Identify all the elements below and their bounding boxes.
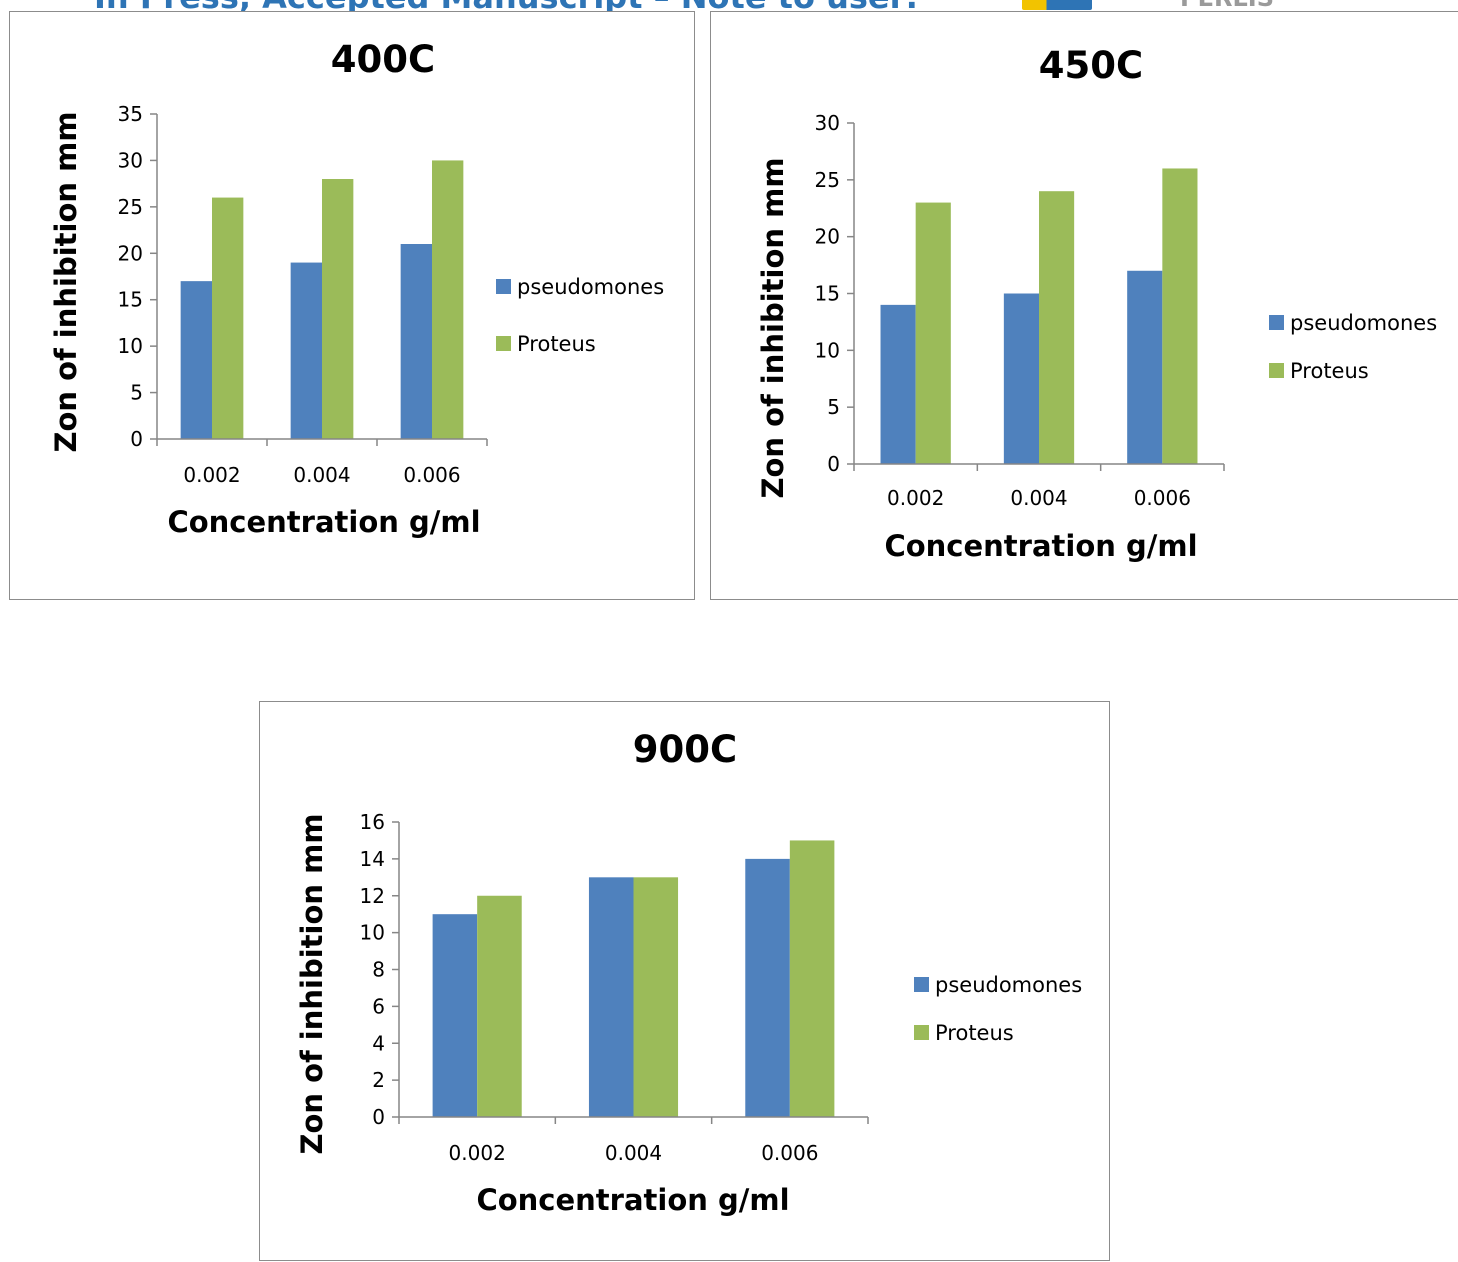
x-tick-label: 0.002 — [183, 463, 240, 487]
y-tick-label: 16 — [360, 810, 385, 834]
y-tick-label: 25 — [118, 195, 143, 219]
y-tick-label: 5 — [130, 381, 143, 405]
legend-swatch-proteus — [1269, 363, 1284, 378]
x-tick-label: 0.002 — [449, 1141, 506, 1165]
legend-label-pseudomones: pseudomones — [1290, 311, 1437, 335]
legend-swatch-proteus — [496, 336, 511, 351]
x-tick-label: 0.002 — [887, 486, 944, 510]
legend-label-proteus: Proteus — [517, 332, 596, 356]
y-tick-label: 2 — [372, 1068, 385, 1092]
y-tick-label: 10 — [360, 921, 385, 945]
chart-400c: 400C Zon of inhibition mm Concentration g/… — [49, 38, 664, 539]
bar-proteus-0.002 — [212, 197, 244, 439]
header-text: In Press, Accepted Manuscript – Note to … — [94, 0, 918, 12]
chart-title: 400C — [331, 38, 435, 81]
chart-panel-450c: 450C Zon of inhibition mm Concentration g/… — [710, 11, 1458, 600]
chart-panel-900c: 900C Zon of inhibition mm Concentration g/… — [259, 701, 1110, 1261]
y-tick-label: 15 — [118, 288, 143, 312]
bar-pseudomones-0.006 — [1127, 270, 1163, 464]
bar-pseudomones-0.004 — [290, 262, 322, 439]
y-tick-label: 20 — [118, 241, 143, 265]
y-tick-label: 35 — [118, 102, 143, 126]
y-tick-label: 6 — [372, 994, 385, 1018]
chart-title: 450C — [1039, 44, 1143, 87]
y-tick-label: 5 — [827, 395, 840, 419]
y-tick-label: 0 — [372, 1105, 385, 1129]
legend-label-pseudomones: pseudomones — [935, 973, 1082, 997]
y-tick-label: 20 — [815, 225, 840, 249]
bar-proteus-0.006 — [432, 160, 464, 439]
y-tick-label: 0 — [827, 452, 840, 476]
y-tick-label: 25 — [815, 168, 840, 192]
y-tick-label: 30 — [118, 148, 143, 172]
y-tick-label: 10 — [118, 334, 143, 358]
bar-proteus-0.002 — [477, 895, 522, 1117]
legend-swatch-pseudomones — [496, 279, 511, 294]
x-axis-label: Concentration g/ml — [476, 1183, 789, 1217]
chart-title: 900C — [633, 728, 737, 771]
y-tick-label: 8 — [372, 958, 385, 982]
x-tick-label: 0.004 — [605, 1141, 662, 1165]
chart-panel-400c: 400C Zon of inhibition mm Concentration g/… — [9, 11, 695, 600]
header-logo — [1022, 0, 1152, 10]
x-tick-label: 0.004 — [293, 463, 350, 487]
legend-label-pseudomones: pseudomones — [517, 275, 664, 299]
legend-swatch-pseudomones — [914, 977, 929, 992]
x-tick-label: 0.006 — [761, 1141, 818, 1165]
page-header: In Press, Accepted Manuscript – Note to … — [0, 0, 1458, 12]
header-right-text: PERLIS — [1180, 0, 1274, 12]
y-tick-label: 12 — [360, 884, 385, 908]
y-axis-label: Zon of inhibition mm — [295, 813, 329, 1154]
bar-pseudomones-0.002 — [432, 914, 478, 1117]
y-tick-label: 4 — [372, 1031, 385, 1055]
bar-proteus-0.004 — [322, 179, 354, 439]
bar-proteus-0.002 — [915, 202, 951, 464]
bar-pseudomones-0.002 — [180, 281, 212, 439]
x-tick-label: 0.004 — [1010, 486, 1067, 510]
bar-proteus-0.004 — [1039, 191, 1075, 464]
bar-pseudomones-0.006 — [745, 858, 790, 1118]
bar-proteus-0.004 — [633, 877, 679, 1117]
y-tick-label: 14 — [360, 847, 385, 871]
x-tick-label: 0.006 — [1134, 486, 1191, 510]
bar-proteus-0.006 — [1162, 168, 1198, 464]
bar-pseudomones-0.004 — [1003, 293, 1039, 464]
legend-swatch-proteus — [914, 1025, 929, 1040]
x-axis-label: Concentration g/ml — [884, 529, 1197, 563]
x-axis-label: Concentration g/ml — [167, 505, 480, 539]
chart-450c: 450C Zon of inhibition mm Concentration g/… — [756, 44, 1437, 563]
y-tick-label: 15 — [815, 282, 840, 306]
chart-900c: 900C Zon of inhibition mm Concentration g/… — [295, 728, 1082, 1217]
bar-proteus-0.006 — [789, 840, 835, 1117]
y-tick-label: 10 — [815, 338, 840, 362]
y-tick-label: 30 — [815, 111, 840, 135]
legend-label-proteus: Proteus — [1290, 359, 1369, 383]
y-axis-label: Zon of inhibition mm — [756, 157, 790, 498]
bar-pseudomones-0.006 — [400, 244, 432, 439]
logo-mark — [1022, 0, 1092, 10]
bar-pseudomones-0.002 — [880, 304, 916, 464]
x-tick-label: 0.006 — [403, 463, 460, 487]
y-axis-label: Zon of inhibition mm — [49, 111, 83, 452]
legend-swatch-pseudomones — [1269, 315, 1284, 330]
bar-pseudomones-0.004 — [588, 877, 634, 1117]
legend-label-proteus: Proteus — [935, 1021, 1014, 1045]
y-tick-label: 0 — [130, 427, 143, 451]
